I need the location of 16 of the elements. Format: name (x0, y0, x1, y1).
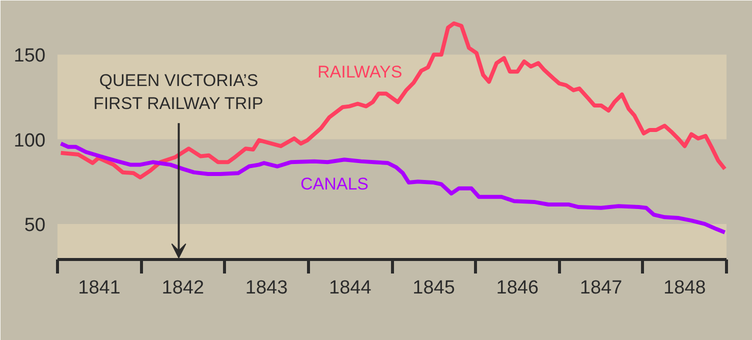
y-tick-label: 150 (14, 46, 46, 67)
y-tick-label: 50 (24, 214, 46, 236)
x-tick-label: 1842 (162, 278, 204, 298)
x-tick-label: 1841 (78, 278, 120, 298)
x-tick-label: 1843 (245, 278, 288, 298)
y-tick-label: 100 (14, 130, 46, 152)
x-tick-label: 1848 (664, 278, 706, 298)
line-series (58, 21, 726, 180)
line-series (58, 142, 726, 234)
x-tick-label: 1845 (412, 278, 455, 298)
series-label: CANALS (300, 174, 369, 194)
x-tick-label: 1844 (329, 278, 372, 298)
x-tick-label: 1847 (580, 278, 622, 298)
x-tick-label: 1846 (496, 278, 539, 298)
series-label: RAILWAYS (318, 62, 402, 82)
annotation: QUEEN VICTORIA’S FIRST RAILWAY TRIP (93, 70, 264, 113)
